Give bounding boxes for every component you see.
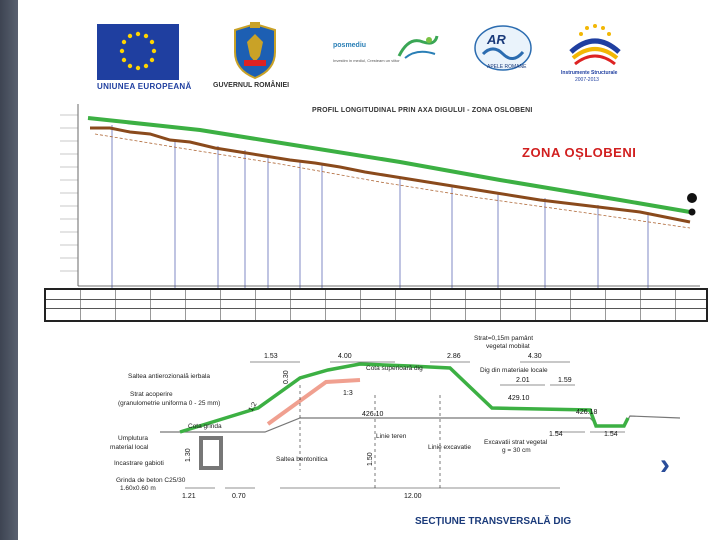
- dim-1-21: 1.21: [182, 493, 196, 500]
- dim-1-53: 1.53: [264, 353, 278, 360]
- instrumente-structurale-logo: [569, 24, 621, 66]
- posmediu-logo-icon: [397, 35, 439, 59]
- label-cota-dig: Cota superioară dig: [366, 365, 423, 372]
- eu-flag-logo: [97, 24, 179, 80]
- label-incastrare: Incastrare gabioti: [114, 460, 164, 467]
- eu-label: UNIUNEA EUROPEANĂ: [97, 82, 192, 91]
- posmediu-subtitle: Investim in mediul, Cresteam un viitor: [333, 58, 400, 63]
- label-excavatii-g: g = 30 cm: [502, 447, 531, 454]
- dim-1-54-a: 1.54: [549, 431, 563, 438]
- label-strat-vegetal: Strat=0,15m pamânt: [474, 335, 533, 342]
- label-linie-teren: Linie teren: [376, 433, 407, 440]
- concrete-beam: [199, 436, 223, 470]
- dim-4-30: 4.30: [528, 353, 542, 360]
- instrumente-years: 2007-2013: [575, 77, 599, 83]
- label-grinda-beton: Grinda de beton C25/30: [116, 477, 186, 484]
- height-0-30: 0.30: [283, 370, 290, 384]
- section-title: SECȚIUNE TRANSVERSALĂ DIG: [415, 516, 572, 527]
- label-linie-excavatie: Linie excavatie: [428, 444, 471, 451]
- left-edge-bar: [0, 0, 18, 540]
- dim-2-86: 2.86: [447, 353, 461, 360]
- dike-cross-section: [179, 362, 630, 434]
- height-1-30: 1.30: [185, 448, 192, 462]
- logo-row: UNIUNEA EUROPEANĂ GUVERNUL ROMÂNIEI posm…: [95, 18, 655, 98]
- label-grinda-dim: 1.60x0.60 m: [120, 485, 156, 492]
- dim-2-01: 2.01: [516, 377, 530, 384]
- label-material-local: material local: [110, 444, 149, 451]
- elev-429-10: 429.10: [508, 395, 530, 402]
- slope-1-2: 1:2: [248, 401, 259, 413]
- dim-1-59: 1.59: [558, 377, 572, 384]
- bentonite-blanket: [266, 378, 361, 426]
- dim-1-54-b: 1.54: [604, 431, 618, 438]
- apele-label: APELE ROMANE: [487, 64, 527, 70]
- svg-text:AR: AR: [486, 32, 506, 47]
- ground-line: [160, 415, 681, 433]
- label-strat-vegetal-2: vegetal mobilat: [486, 343, 530, 350]
- elev-426-18: 426.18: [576, 409, 598, 416]
- label-strat-acoperire: Strat acoperire: [130, 391, 173, 398]
- dim-4-00: 4.00: [338, 353, 352, 360]
- label-saltea-antierozionala: Saltea antierozională ierbala: [128, 373, 210, 380]
- next-slide-chevron-icon[interactable]: ›: [660, 448, 670, 481]
- romania-coat-of-arms-logo: [234, 22, 276, 80]
- label-dig-material: Dig din materiale locale: [480, 367, 548, 374]
- apele-romane-logo: AR APELE ROMANE: [474, 25, 532, 71]
- profile-data-table: [44, 288, 708, 322]
- gov-label: GUVERNUL ROMÂNIEI: [213, 82, 290, 89]
- profile-title: PROFIL LONGITUDINAL PRIN AXA DIGULUI - Z…: [312, 107, 533, 114]
- label-saltea-bentonitica: Saltea bentonitica: [276, 456, 328, 463]
- posmediu-label: posmediu: [333, 42, 367, 49]
- elev-426-10: 426.10: [362, 411, 384, 418]
- instrumente-label: Instrumente Structurale: [561, 70, 618, 76]
- label-granulometrie: (granulometrie uniforma 0 - 25 mm): [118, 400, 220, 407]
- label-umplutura: Umplutura: [118, 435, 148, 442]
- label-cota-grinda: Cota grinda: [188, 423, 222, 430]
- dimension-lines: [185, 361, 625, 490]
- dim-0-70: 0.70: [232, 493, 246, 500]
- dim-12-00: 12.00: [404, 493, 422, 500]
- height-1-50: 1.50: [367, 452, 374, 466]
- slope-1-3: 1:3: [343, 390, 353, 397]
- label-excavatii: Excavatii strat vegetal: [484, 439, 548, 446]
